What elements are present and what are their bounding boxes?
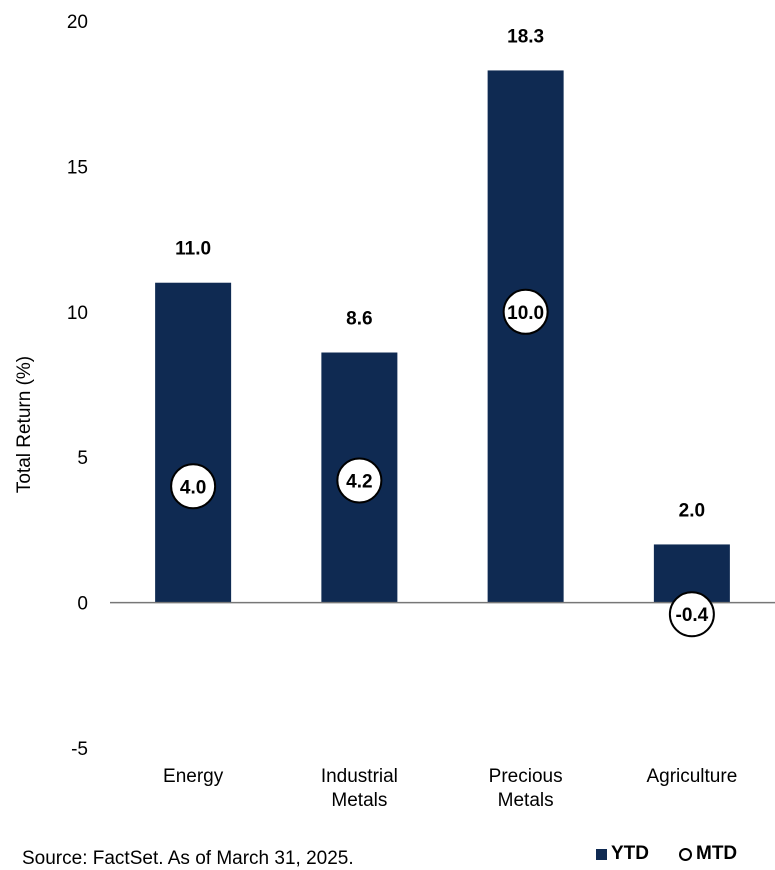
category-label: Agriculture: [646, 766, 737, 787]
data-label-mtd: 10.0: [507, 303, 544, 324]
y-tick-label: 10: [67, 303, 88, 324]
bar-chart: -5 0 5 10 15 20 Total Return (%) 11.0 8.6 18.3 2.0…: [14, 12, 775, 811]
data-label-ytd: 2.0: [679, 500, 705, 521]
legend: YTD MTD: [596, 843, 737, 865]
legend-ytd: YTD: [596, 843, 649, 865]
legend-mtd-swatch: [679, 847, 692, 861]
y-tick-label: 5: [77, 448, 88, 469]
y-tick-label: 15: [67, 157, 88, 178]
mtd-marker: [668, 591, 715, 638]
data-label-ytd: 8.6: [346, 309, 372, 330]
y-tick-label: 20: [67, 12, 88, 33]
bar-ytd: [155, 282, 232, 603]
mtd-marker: [170, 463, 217, 510]
y-tick-label: -5: [71, 739, 88, 760]
data-label-mtd: 4.0: [180, 477, 206, 498]
legend-ytd-label: YTD: [611, 843, 649, 864]
legend-mtd-label: MTD: [696, 843, 738, 864]
data-label-ytd: 11.0: [175, 239, 211, 260]
category-label: Precious Metals: [489, 766, 563, 811]
category-label: Industrial Metals: [321, 766, 398, 811]
legend-ytd-swatch: [596, 848, 607, 860]
mtd-marker: [336, 457, 383, 504]
legend-mtd: MTD: [649, 843, 737, 865]
source-note: Source: FactSet. As of March 31, 2025.: [22, 848, 354, 869]
data-label-mtd: 4.2: [346, 471, 372, 492]
category-label: Energy: [163, 766, 224, 787]
data-label-ytd: 18.3: [507, 26, 544, 47]
mtd-marker: [502, 288, 549, 335]
y-axis-title: Total Return (%): [14, 356, 35, 493]
y-tick-label: 0: [77, 594, 88, 615]
bar-ytd: [487, 70, 564, 603]
data-label-mtd: -0.4: [676, 605, 709, 626]
